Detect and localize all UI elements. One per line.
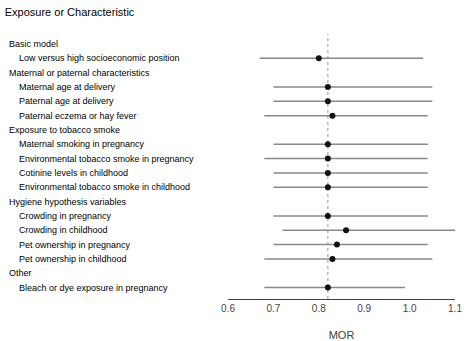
svg-text:Crowding in childhood: Crowding in childhood [19, 225, 108, 235]
svg-text:Hygiene hypothesis variables: Hygiene hypothesis variables [9, 197, 127, 207]
svg-text:1.1: 1.1 [448, 303, 462, 314]
svg-text:Maternal smoking in pregnancy: Maternal smoking in pregnancy [19, 139, 145, 149]
svg-text:Environmental tobacco smoke in: Environmental tobacco smoke in pregnancy [19, 154, 194, 164]
svg-text:0.7: 0.7 [266, 303, 280, 314]
svg-text:Paternal age at delivery: Paternal age at delivery [19, 96, 114, 106]
svg-text:Other: Other [9, 268, 32, 278]
svg-text:Maternal age at delivery: Maternal age at delivery [19, 82, 116, 92]
svg-text:Bleach or dye exposure in preg: Bleach or dye exposure in pregnancy [19, 283, 168, 293]
svg-text:Exposure or Characteristic: Exposure or Characteristic [5, 6, 135, 18]
svg-text:Paternal eczema or hay fever: Paternal eczema or hay fever [19, 111, 137, 121]
svg-text:Low versus high socioeconomic: Low versus high socioeconomic position [19, 53, 180, 63]
svg-text:Maternal or paternal character: Maternal or paternal characteristics [9, 68, 150, 78]
svg-text:0.8: 0.8 [312, 303, 326, 314]
svg-text:0.9: 0.9 [357, 303, 371, 314]
svg-text:1.0: 1.0 [403, 303, 417, 314]
svg-text:Basic model: Basic model [9, 39, 58, 49]
svg-text:Pet ownership in pregnancy: Pet ownership in pregnancy [19, 240, 131, 250]
svg-text:Cotinine levels in childhood: Cotinine levels in childhood [19, 168, 128, 178]
svg-text:Environmental tobacco smoke in: Environmental tobacco smoke in childhood [19, 182, 190, 192]
svg-text:Crowding in pregnancy: Crowding in pregnancy [19, 211, 112, 221]
svg-text:MOR: MOR [329, 329, 355, 341]
svg-text:Exposure to tobacco smoke: Exposure to tobacco smoke [9, 125, 120, 135]
svg-text:Pet ownership in childhood: Pet ownership in childhood [19, 254, 127, 264]
svg-text:0.6: 0.6 [221, 303, 235, 314]
